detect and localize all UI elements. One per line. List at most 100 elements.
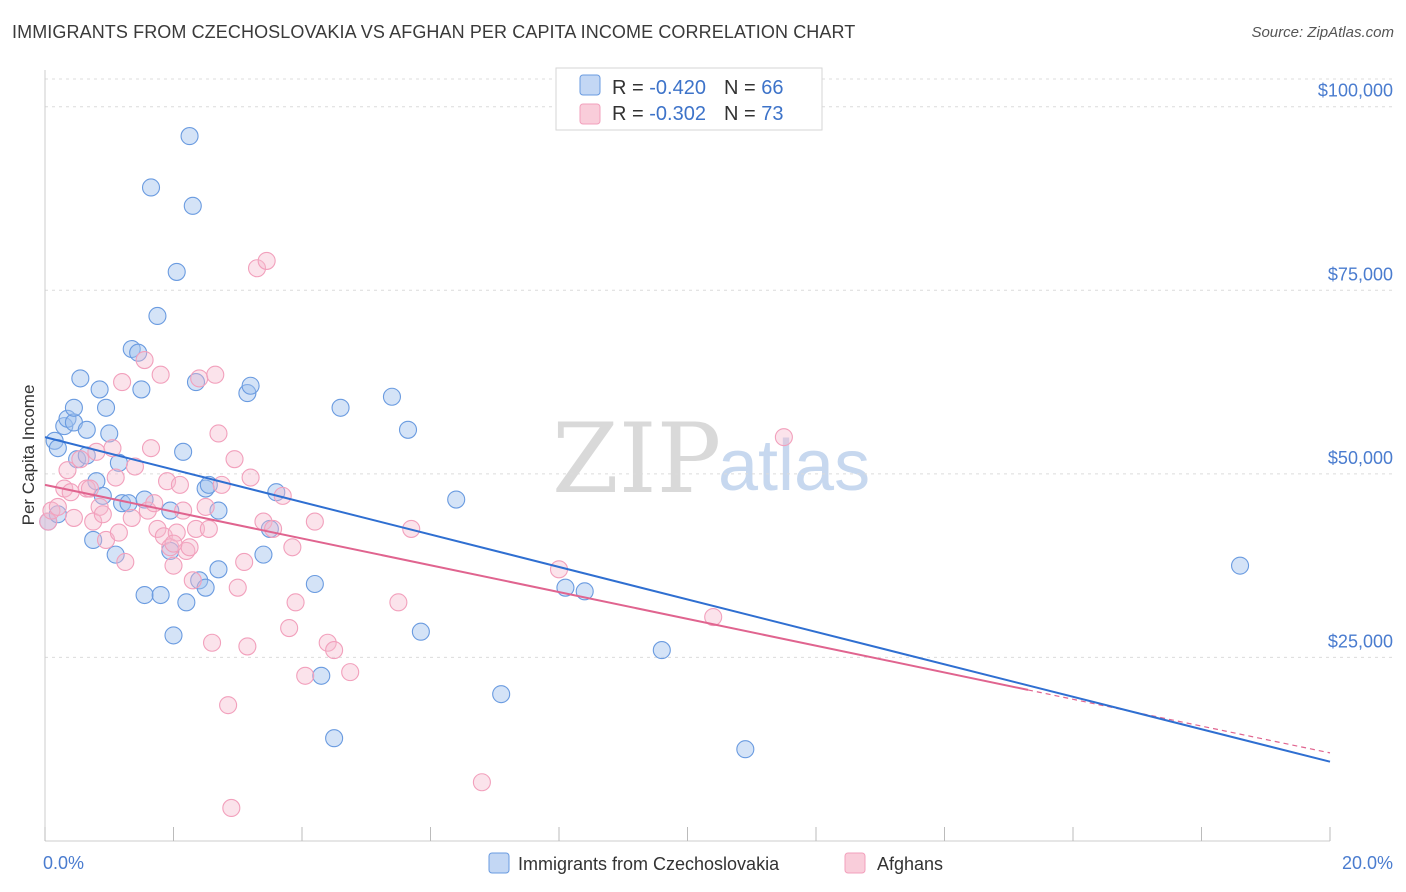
afghan-point [280,619,299,638]
czech-point [135,585,154,605]
afghan-point [141,439,161,458]
afghan-point [203,633,222,652]
czech-point [167,262,186,281]
czech-point [241,376,260,395]
afghan-point [174,501,193,520]
legend-swatch-czech [579,74,601,96]
afghan-point [196,497,215,516]
czech-point [447,490,466,509]
afghan-point [122,508,141,527]
czech-point [209,560,228,579]
legend-n-value-czech: 66 [761,77,783,99]
czech-point [64,398,83,417]
bottom-legend-swatch-afghan [844,852,866,874]
czech-point [106,545,125,564]
afghan-point [190,369,209,388]
czech-point [177,593,196,612]
afghan-point [113,373,132,392]
afghan-point [225,450,244,469]
afghan-point [135,350,154,370]
czech-point [312,666,331,685]
watermark-zip: ZIP [552,403,721,515]
czech-point [100,424,119,443]
czech-point [164,626,183,645]
afghan-point [704,607,723,627]
afghan-point [247,259,267,278]
afghan-point [64,508,83,527]
afghan-point [341,663,360,682]
czech-point [331,398,350,417]
czech-point [84,530,103,549]
legend-r-label-afghan: R = [612,103,649,125]
afghan-point [389,593,408,612]
czech-point [71,369,90,388]
afghan-point [318,633,337,652]
czech-point [305,574,324,594]
afghan-point [241,468,260,487]
afghan-point [264,519,283,538]
afghan-point [228,578,247,597]
afghan-point [151,365,170,384]
afghan-point [116,552,135,572]
afghan-point [39,512,58,531]
correlation-legend: R = -0.420 N = 66 R = -0.302 N = 73 [555,67,823,131]
afghan-points [39,251,793,818]
legend-swatch-afghan [579,103,601,125]
afghan-point [257,251,276,270]
series-legend: Immigrants from Czechoslovakia Afghans [488,852,943,874]
afghan-point [164,556,183,575]
afghan-point [148,519,167,538]
afghan-point [109,523,128,542]
czech-trend-line [44,436,1331,763]
czech-point [180,127,199,146]
afghan-point [183,571,202,590]
legend-n-label-afghan: N = [724,103,761,125]
watermark-atlas: atlas [718,426,870,506]
afghan-point [58,461,77,480]
czech-point [77,420,96,439]
czech-point [183,196,202,215]
legend-r-value-afghan: -0.302 [649,103,706,125]
czech-point [96,398,116,417]
y-tick-label: $100,000 [1318,81,1393,101]
afghan-trend-extension [1027,689,1331,754]
legend-n-value-afghan: 73 [761,103,783,125]
afghan-point [48,497,67,516]
afghan-point [222,798,241,818]
afghan-point [283,538,302,557]
afghan-point [235,552,254,572]
x-tick-label-max: 20.0% [1342,853,1393,873]
afghan-point [212,475,231,494]
czech-point [132,380,151,399]
bottom-legend-label-czech: Immigrants from Czechoslovakia [518,854,780,874]
czech-point [398,420,418,439]
bottom-legend-label-afghan: Afghans [877,854,943,874]
y-tick-label: $75,000 [1328,264,1393,284]
afghan-point [209,424,228,443]
czech-point [254,545,273,564]
afghan-point [186,519,206,538]
afghan-point [305,512,324,531]
legend-row-czech: R = -0.420 N = 66 [612,77,783,99]
y-axis-label: Per Capita Income [19,385,38,526]
afghan-point [106,468,125,487]
czech-points [39,127,1250,759]
axes [44,70,1331,842]
czech-point [190,571,209,590]
afghan-point [180,538,199,557]
trend-lines [44,436,1331,763]
afghan-point [325,641,344,660]
chart-title: IMMIGRANTS FROM CZECHOSLOVAKIA VS AFGHAN… [12,22,856,42]
bottom-legend-swatch-czech [488,852,510,874]
y-tick-label: $25,000 [1328,631,1393,651]
legend-n-label-czech: N = [724,77,761,99]
czech-point [1231,556,1250,575]
afghan-point [71,450,90,469]
afghan-point [167,523,186,542]
afghan-point [199,519,218,538]
czech-point [411,622,430,641]
czech-point [382,387,402,406]
afghan-point [286,593,305,612]
czech-point [151,585,170,605]
